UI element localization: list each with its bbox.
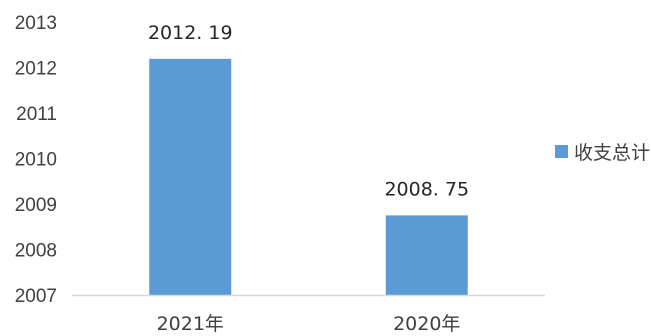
x-tick-label: 2021年 xyxy=(157,313,224,335)
bar xyxy=(385,215,468,295)
bars xyxy=(149,58,468,296)
y-tick-label: 2012 xyxy=(15,59,57,80)
legend-label: 收支总计 xyxy=(574,142,651,164)
data-label: 2012. 19 xyxy=(148,22,233,44)
y-tick-label: 2010 xyxy=(15,150,57,171)
x-axis-ticks: 2021年 2020年 xyxy=(157,313,461,335)
legend-swatch xyxy=(555,145,568,158)
y-tick-label: 2011 xyxy=(16,104,57,125)
y-axis-ticks: 2007 2008 2009 2010 2011 2012 2013 xyxy=(15,13,57,307)
y-tick-label: 2013 xyxy=(15,13,57,34)
data-label: 2008. 75 xyxy=(384,178,469,200)
y-tick-label: 2007 xyxy=(15,286,57,307)
legend: 收支总计 xyxy=(555,140,651,166)
y-tick-label: 2008 xyxy=(15,241,57,262)
y-tick-label: 2009 xyxy=(15,195,57,216)
x-tick-label: 2020年 xyxy=(393,313,460,335)
data-labels: 2012. 19 2008. 75 xyxy=(148,22,469,201)
bar xyxy=(149,58,232,296)
